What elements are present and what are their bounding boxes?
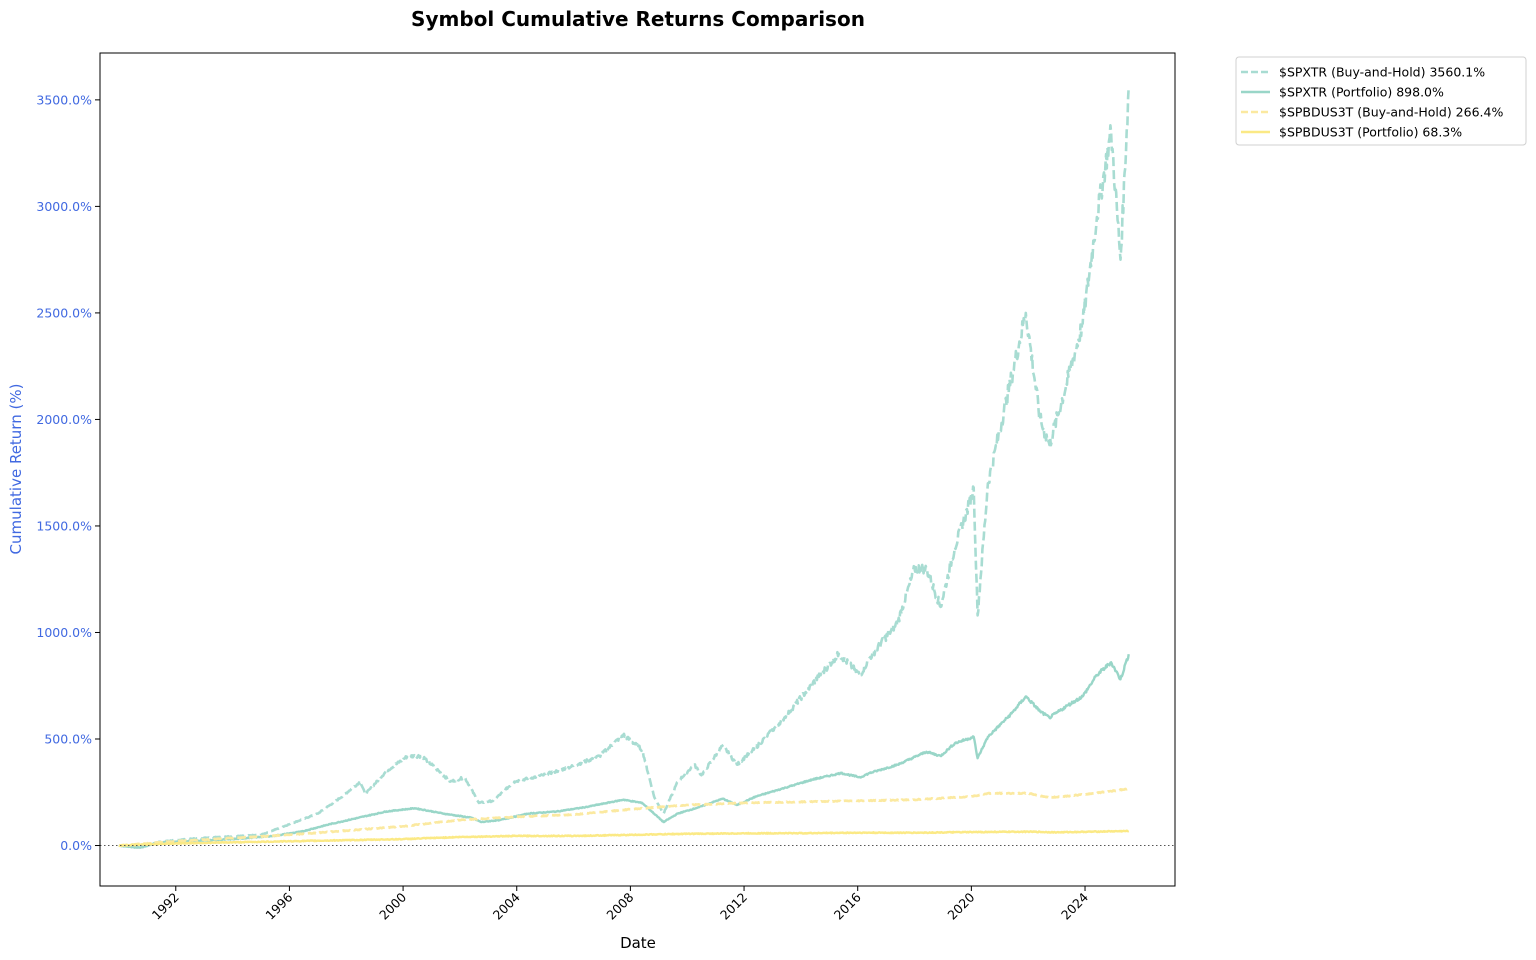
x-tick-label: 2004 (490, 889, 523, 922)
x-tick-label: 1992 (149, 890, 182, 923)
series-line (118, 87, 1130, 850)
y-tick-label: 2500.0% (36, 305, 92, 320)
y-axis: 0.0% 500.0% 1000.0% 1500.0% 2000.0% 2500.0% 30… (36, 92, 100, 853)
series-line (118, 654, 1130, 849)
legend-label: $SPXTR (Buy-and-Hold) 3560.1% (1279, 65, 1485, 80)
x-tick-label: 2024 (1058, 889, 1091, 922)
x-tick-label: 2016 (831, 889, 864, 922)
y-axis-label: Cumulative Return (%) (7, 384, 25, 555)
x-tick-label: 2000 (376, 889, 409, 922)
legend-label: $SPXTR (Portfolio) 898.0% (1279, 85, 1444, 100)
x-tick-label: 2012 (717, 890, 750, 923)
x-tick-label: 1996 (262, 889, 295, 922)
chart-title: Symbol Cumulative Returns Comparison (411, 7, 865, 31)
x-axis-label: Date (620, 934, 656, 952)
legend-label: $SPBDUS3T (Portfolio) 68.3% (1279, 125, 1462, 140)
y-tick-label: 3500.0% (36, 92, 92, 107)
x-tick-label: 2020 (944, 889, 977, 922)
legend: $SPXTR (Buy-and-Hold) 3560.1% $SPXTR (Por… (1235, 56, 1527, 146)
plot-frame (99, 52, 1176, 887)
series-line (118, 829, 1130, 848)
x-tick-label: 2008 (603, 889, 636, 922)
y-tick-label: 1000.0% (36, 625, 92, 640)
y-tick-label: 2000.0% (36, 412, 92, 427)
y-tick-label: 0.0% (60, 838, 92, 853)
series-layer (118, 87, 1130, 850)
x-axis: 1992 1996 2000 2004 2008 2012 2016 2020 2024 (149, 886, 1091, 923)
legend-box (1235, 56, 1527, 146)
legend-label: $SPBDUS3T (Buy-and-Hold) 266.4% (1279, 105, 1503, 120)
y-tick-label: 3000.0% (36, 199, 92, 214)
y-tick-label: 500.0% (44, 732, 92, 747)
y-tick-label: 1500.0% (36, 518, 92, 533)
series-line (118, 787, 1130, 847)
